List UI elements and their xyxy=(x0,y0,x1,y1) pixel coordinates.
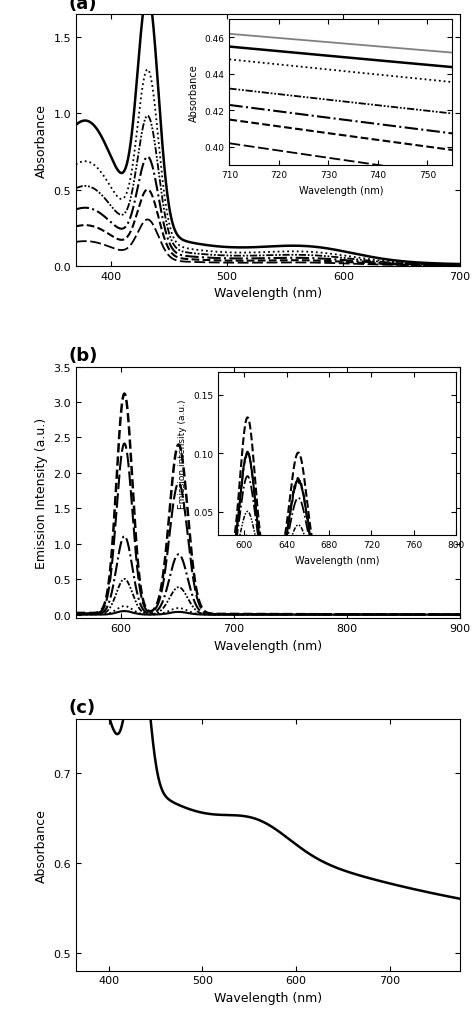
X-axis label: Wavelength (nm): Wavelength (nm) xyxy=(214,991,322,1004)
Y-axis label: Emission Intensity (a.u.): Emission Intensity (a.u.) xyxy=(35,418,48,568)
Text: (a): (a) xyxy=(68,0,97,13)
Y-axis label: Absorbance: Absorbance xyxy=(35,808,48,882)
Y-axis label: Absorbance: Absorbance xyxy=(35,104,48,178)
Text: (c): (c) xyxy=(68,699,95,717)
Text: (b): (b) xyxy=(68,347,98,365)
X-axis label: Wavelength (nm): Wavelength (nm) xyxy=(214,639,322,652)
X-axis label: Wavelength (nm): Wavelength (nm) xyxy=(214,287,322,300)
